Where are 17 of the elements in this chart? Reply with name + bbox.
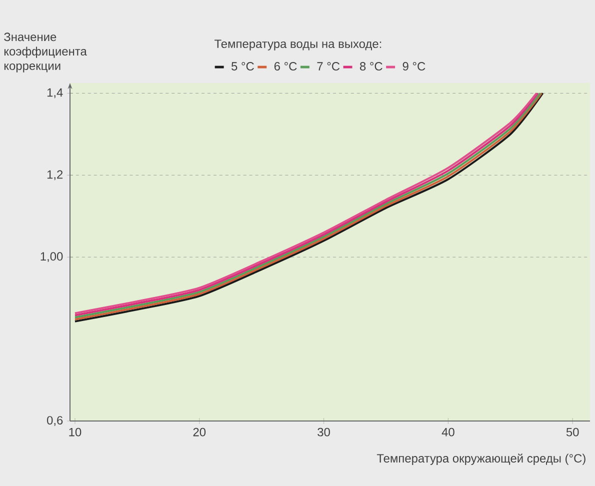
- y-tick-label: 0,6: [47, 416, 63, 426]
- y-axis-title: Значение коэффициента коррекции: [4, 32, 87, 72]
- x-tick-label: 10: [69, 428, 82, 436]
- legend-label: 8 °C: [360, 62, 382, 71]
- x-tick-label: 30: [318, 428, 330, 436]
- legend-title: Температура воды на выходе:: [214, 40, 382, 50]
- legend-label: 9 °C: [402, 62, 426, 71]
- y-tick-label: 1,4: [47, 88, 63, 98]
- x-tick-label: 20: [193, 428, 206, 436]
- legend-label: 5 °C: [232, 62, 254, 71]
- x-axis-title: Температура окружающей среды (°C): [376, 454, 586, 465]
- y-tick-label: 1,2: [47, 170, 63, 180]
- y-tick-label: 1,00: [40, 252, 63, 262]
- legend-label: 6 °C: [274, 62, 297, 71]
- x-tick-label: 40: [442, 428, 454, 436]
- x-tick-label: 50: [566, 428, 579, 436]
- legend-label: 7 °C: [317, 62, 340, 71]
